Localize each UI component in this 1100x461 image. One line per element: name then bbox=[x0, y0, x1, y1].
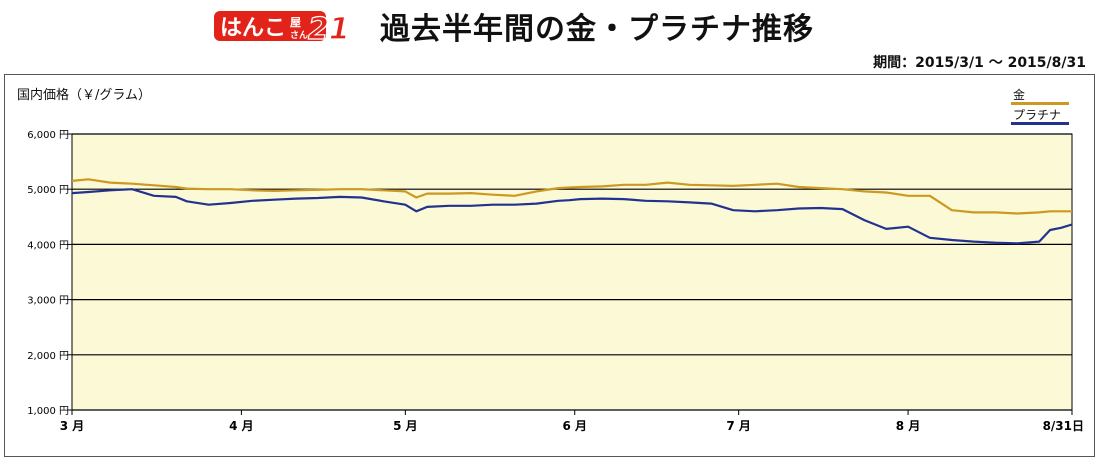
legend-label-platinum: プラチナ bbox=[1013, 108, 1062, 122]
svg-text:21: 21 bbox=[308, 12, 350, 45]
y-axis-label: 国内価格（￥/グラム） bbox=[17, 88, 151, 103]
legend-label-gold: 金 bbox=[1013, 88, 1026, 102]
y-tick-label: 2,000 円 bbox=[27, 351, 69, 362]
hankoya-logo: はんこ 屋 さん 21 bbox=[214, 11, 350, 45]
x-tick-label: 3 月 bbox=[60, 419, 85, 433]
gold-price-line bbox=[71, 178, 1072, 215]
legend-swatch-gold bbox=[1011, 102, 1069, 105]
y-tick-label: 6,000 円 bbox=[27, 130, 69, 141]
legend-item-platinum: プラチナ bbox=[1011, 106, 1071, 126]
x-tick-label: 8/31日 bbox=[1043, 419, 1084, 433]
y-tick-label: 5,000 円 bbox=[27, 185, 69, 196]
page-title: 過去半年間の金・プラチナ推移 bbox=[380, 12, 814, 47]
x-tick-label: 6 月 bbox=[562, 419, 587, 433]
y-tick-label: 3,000 円 bbox=[27, 296, 69, 307]
svg-text:屋: 屋 bbox=[290, 16, 301, 29]
chart-frame bbox=[4, 74, 1095, 457]
period-label: 期間：2015/3/1 〜 2015/8/31 bbox=[873, 55, 1086, 71]
x-tick-label: 4 月 bbox=[229, 419, 254, 433]
logo-badge bbox=[214, 11, 326, 41]
x-tick-label: 8 月 bbox=[896, 419, 921, 433]
platinum-price-line bbox=[71, 188, 1073, 245]
x-tick-label: 5 月 bbox=[393, 419, 418, 433]
svg-text:さん: さん bbox=[290, 30, 308, 41]
legend-item-gold: 金 bbox=[1011, 86, 1071, 106]
legend-swatch-platinum bbox=[1011, 122, 1069, 125]
chart-legend: 金 プラチナ bbox=[1011, 86, 1071, 126]
plot-area bbox=[71, 133, 1073, 411]
x-tick-label: 7 月 bbox=[726, 419, 751, 433]
y-tick-label: 4,000 円 bbox=[27, 240, 69, 251]
svg-text:はんこ: はんこ bbox=[220, 16, 286, 41]
y-tick-label: 1,000 円 bbox=[27, 406, 69, 417]
